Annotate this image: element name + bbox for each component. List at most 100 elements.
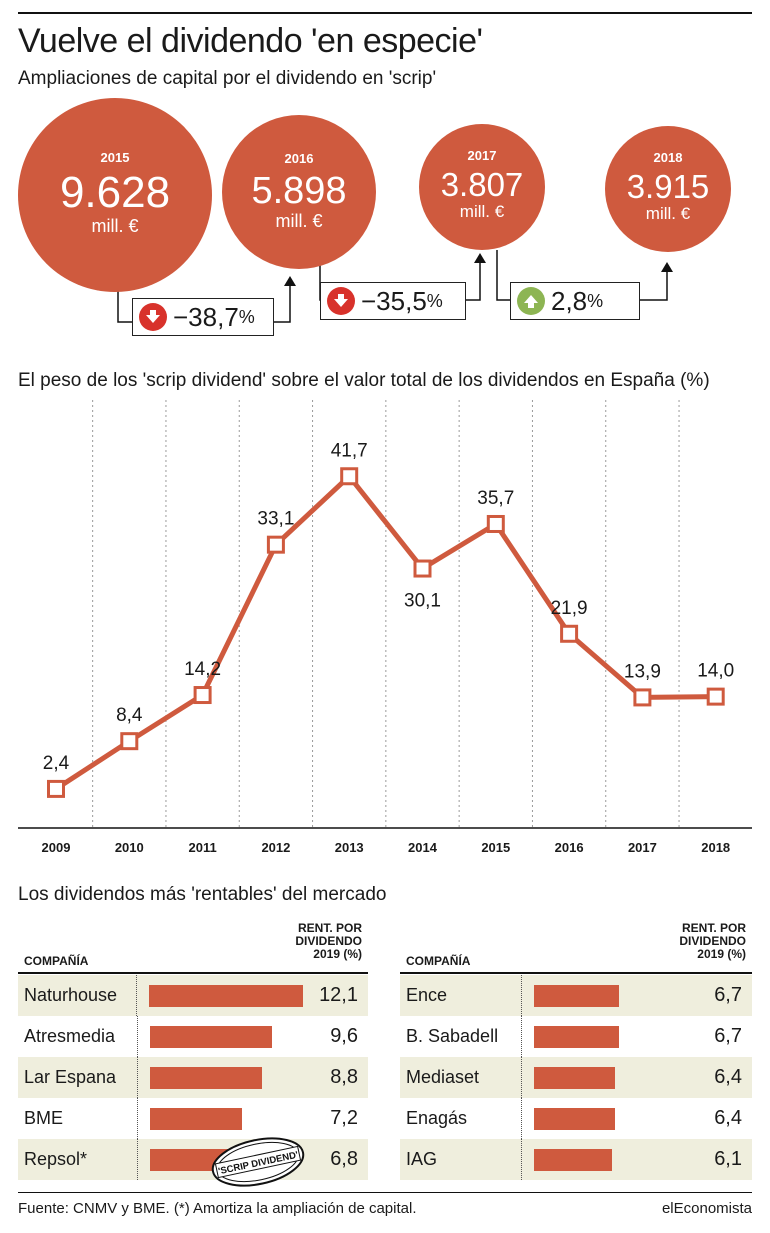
- value-label: 12,1: [319, 984, 358, 1006]
- value-bar: [534, 984, 620, 1007]
- change-percent-sign: %: [238, 306, 255, 327]
- change-value: 2,8: [551, 285, 588, 316]
- value-label: 6,7: [714, 1025, 742, 1047]
- rent-header: RENT. POR DIVIDENDO 2019 (%): [295, 922, 362, 961]
- table-row: Atresmedia 9,6: [18, 1016, 368, 1057]
- value-bar: [534, 1107, 616, 1130]
- value-label: 6,4: [714, 1066, 742, 1088]
- value-bar: [534, 1148, 612, 1171]
- data-point: [120, 732, 139, 751]
- company-name: Ence: [400, 975, 522, 1016]
- x-tick-label: 2010: [115, 840, 144, 855]
- circle-value: 9.628: [59, 168, 171, 217]
- rent-header-line: DIVIDENDO: [295, 934, 362, 948]
- data-point: [340, 467, 359, 486]
- data-point: [486, 514, 505, 533]
- line-chart: 2,4 2009 8,4 2010 14,2 2011 33,1 2012 41,7 2013 30…: [18, 400, 752, 855]
- company-name: Atresmedia: [18, 1016, 138, 1057]
- rent-header-line: RENT. POR: [297, 921, 362, 935]
- rent-header-line: 2019 (%): [697, 947, 746, 961]
- value-bar: [534, 1066, 616, 1089]
- source-note: Fuente: CNMV y BME. (*) Amortiza la ampl…: [18, 1200, 417, 1217]
- circle-year: 2015: [100, 150, 130, 165]
- value-label: 9,6: [330, 1025, 358, 1047]
- x-tick-label: 2018: [701, 840, 730, 855]
- scrip-dividend-stamp: 'SCRIP DIVIDEND': [211, 1137, 305, 1187]
- data-label: 13,9: [624, 661, 661, 682]
- data-label: 14,0: [697, 661, 734, 682]
- table-row: Lar Espana 8,8: [18, 1057, 368, 1098]
- rent-header: RENT. POR DIVIDENDO 2019 (%): [679, 922, 746, 961]
- ranking-left-header: COMPAÑÍA RENT. POR DIVIDENDO 2019 (%): [18, 922, 368, 974]
- circle-2017: 2017 3.807 mill. €: [419, 124, 545, 250]
- page-subtitle: Ampliaciones de capital por el dividendo…: [18, 68, 437, 89]
- data-point: [413, 559, 432, 578]
- table-row: BME 7,2: [18, 1098, 368, 1139]
- change-box-2016: −38,7%: [132, 298, 274, 336]
- x-tick-label: 2015: [481, 840, 510, 855]
- table-row: IAG 6,1: [400, 1139, 752, 1180]
- data-point: [193, 686, 212, 705]
- company-name: Lar Espana: [18, 1057, 138, 1098]
- data-label: 2,4: [43, 753, 70, 774]
- down-arrow-icon: [139, 303, 167, 331]
- change-box-2017: −35,5%: [320, 282, 466, 320]
- circle-unit: mill. €: [459, 202, 505, 221]
- circle-value: 3.915: [626, 168, 710, 205]
- table-row: Repsol* 6,8: [18, 1139, 368, 1180]
- x-tick-label: 2014: [408, 840, 438, 855]
- value-label: 6,7: [714, 984, 742, 1006]
- ranking-title: Los dividendos más 'rentables' del merca…: [18, 884, 387, 905]
- value-bar: [148, 984, 303, 1007]
- value-label: 7,2: [330, 1107, 358, 1129]
- data-point: [633, 688, 652, 707]
- table-row: B. Sabadell 6,7: [400, 1016, 752, 1057]
- company-name: Naturhouse: [18, 975, 137, 1016]
- arrowhead-2016: [284, 276, 296, 286]
- company-name: BME: [18, 1098, 138, 1139]
- x-tick-label: 2017: [628, 840, 657, 855]
- change-value: −38,7: [173, 301, 239, 332]
- series-line: [54, 473, 716, 792]
- circle-year: 2016: [284, 151, 314, 166]
- change-percent-sign: %: [426, 290, 443, 311]
- data-point: [47, 779, 65, 798]
- value-bar: [150, 1066, 262, 1089]
- x-tick-label: 2013: [335, 840, 364, 855]
- rent-header-line: DIVIDENDO: [679, 934, 746, 948]
- value-label: 6,1: [714, 1148, 742, 1170]
- data-label: 30,1: [404, 591, 441, 612]
- company-name: Repsol*: [18, 1139, 138, 1180]
- line-chart-title: El peso de los 'scrip dividend' sobre el…: [18, 370, 710, 391]
- table-row: Enagás 6,4: [400, 1098, 752, 1139]
- data-point: [560, 624, 579, 643]
- company-name: Mediaset: [400, 1057, 522, 1098]
- value-label: 8,8: [330, 1066, 358, 1088]
- value-label: 6,8: [330, 1148, 358, 1170]
- circle-year: 2017: [467, 148, 497, 163]
- company-name: Enagás: [400, 1098, 522, 1139]
- x-tick-label: 2011: [188, 840, 216, 855]
- value-label: 6,4: [714, 1107, 742, 1129]
- data-label: 8,4: [116, 705, 143, 726]
- circle-2015: 2015 9.628 mill. €: [18, 98, 212, 292]
- change-percent-sign: %: [587, 290, 604, 311]
- data-point: [706, 687, 725, 706]
- value-bar: [150, 1025, 273, 1048]
- circle-2018: 2018 3.915 mill. €: [605, 126, 731, 252]
- x-tick-label: 2009: [42, 840, 71, 855]
- brand-name: elEconomista: [661, 1200, 752, 1217]
- table-row: Mediaset 6,4: [400, 1057, 752, 1098]
- circle-2016: 2016 5.898 mill. €: [222, 115, 376, 269]
- ranking-left-table: Naturhouse 12,1 Atresmedia 9,6 Lar Espana 8,8…: [18, 975, 368, 1180]
- company-header: COMPAÑÍA: [24, 954, 89, 968]
- change-box-2018: 2,8%: [510, 282, 640, 320]
- footer-rule: [18, 1192, 752, 1193]
- company-header: COMPAÑÍA: [406, 954, 471, 968]
- page-title: Vuelve el dividendo 'en especie': [18, 22, 483, 60]
- change-value: −35,5: [361, 285, 427, 316]
- circle-unit: mill. €: [645, 204, 691, 223]
- arrowhead-2017: [474, 253, 486, 263]
- rent-header-line: 2019 (%): [313, 947, 362, 961]
- value-bar: [534, 1025, 620, 1048]
